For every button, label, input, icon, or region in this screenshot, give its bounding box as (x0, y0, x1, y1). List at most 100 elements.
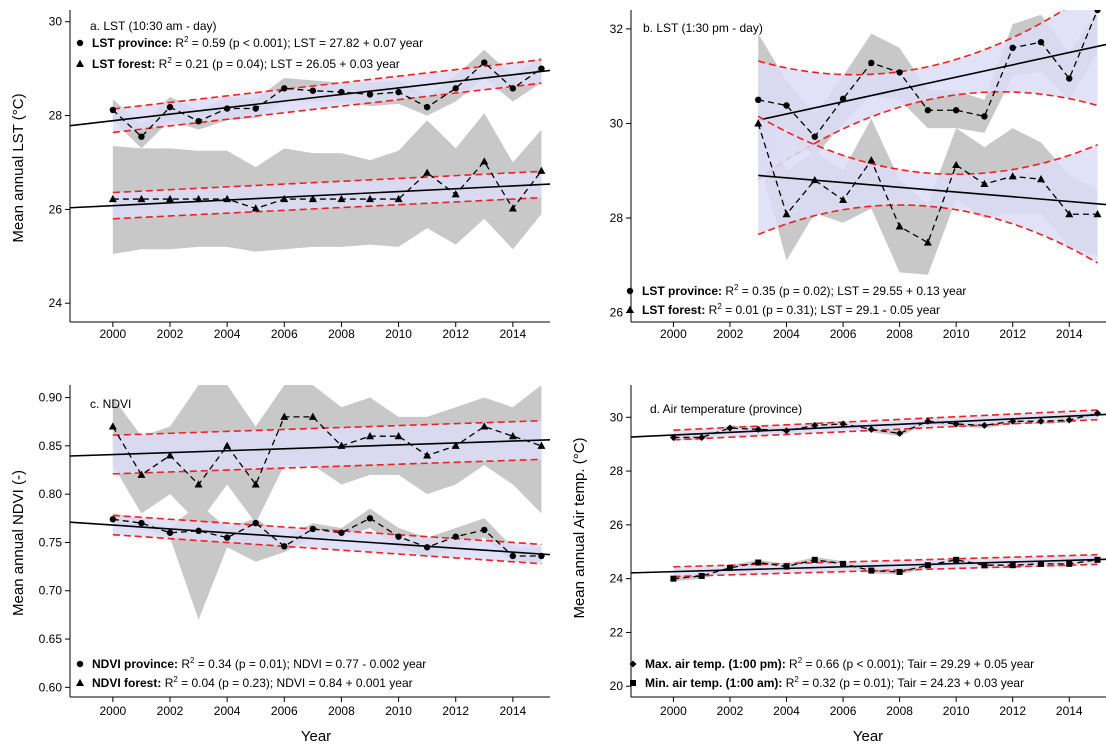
data-point (840, 560, 847, 567)
data-point (783, 102, 790, 109)
regression-line (70, 183, 550, 209)
data-point (166, 194, 174, 203)
y-tick-label: 28 (610, 211, 624, 225)
legend-marker (76, 678, 84, 686)
data-point (166, 451, 174, 459)
data-point (924, 107, 932, 114)
y-tick-label: 30 (610, 116, 624, 130)
data-point (509, 85, 517, 92)
legend-entry: LST province: R2 = 0.59 (p < 0.001); LST… (92, 35, 423, 50)
legend-marker (629, 660, 637, 668)
data-point (108, 422, 117, 430)
data-point (1009, 417, 1017, 425)
data-point (194, 194, 203, 203)
x-tick-label: 2006 (830, 327, 857, 341)
data-point (308, 412, 317, 420)
confidence-band-lower (112, 458, 542, 475)
data-point (309, 525, 317, 533)
confidence-band-lower (673, 418, 1098, 441)
data-point (281, 85, 288, 92)
legend-entry: LST province: R2 = 0.35 (p = 0.02); LST … (642, 283, 966, 298)
data-point (366, 194, 374, 203)
legend-r2: R (175, 36, 184, 50)
x-tick-label: 2014 (500, 327, 527, 341)
data-point (698, 572, 705, 579)
legend-series-name: LST forest: (642, 303, 709, 317)
data-point (952, 420, 960, 428)
y-tick-label: 0.85 (39, 439, 63, 453)
data-point (338, 529, 345, 536)
legend-stats: = 0.32 (p = 0.01); Tair = 24.23 + 0.03 y… (799, 676, 1024, 690)
data-point (782, 210, 791, 218)
confidence-band-upper (112, 514, 542, 546)
x-tick-label: 2012 (999, 327, 1026, 341)
legend-r2-exponent: 2 (717, 302, 722, 311)
legend-series-name: NDVI province: (92, 657, 181, 671)
legend-series-name: NDVI forest: (92, 676, 165, 690)
data-point (924, 562, 931, 569)
data-point (1066, 75, 1073, 82)
data-point (1094, 409, 1102, 417)
data-point (137, 194, 146, 203)
data-point (423, 103, 431, 111)
regression-line (758, 43, 1106, 121)
data-point (280, 194, 289, 203)
data-point (423, 451, 432, 459)
legend-r2-exponent: 2 (794, 675, 799, 684)
data-point (223, 534, 231, 541)
data-point (508, 204, 517, 212)
legend-entry: Min. air temp. (1:00 am): R2 = 0.32 (p =… (645, 675, 1024, 690)
panel-b-title: b. LST (1:30 pm - day) (643, 21, 763, 35)
data-point (839, 195, 848, 204)
data-point (452, 533, 459, 540)
data-point (537, 441, 546, 449)
legend-r2: R (786, 676, 795, 690)
panel-a-lst-morning: 24 26 28 30 2000 2002 2004 2006 2008 2010 2012 2014… (10, 10, 550, 341)
data-point (308, 194, 317, 203)
legend-stats: = 0.01 (p = 0.31); LST = 29.1 - 0.05 yea… (722, 303, 940, 317)
confidence-band-upper (758, 10, 1066, 76)
data-point (451, 441, 460, 449)
y-tick-label: 26 (610, 306, 624, 320)
legend-r2: R (789, 657, 798, 671)
x-tick-label: 2012 (442, 327, 469, 341)
x-tick-label: 2004 (214, 704, 241, 718)
data-point (1009, 44, 1016, 52)
data-point (508, 431, 517, 440)
legend-r2-exponent: 2 (167, 56, 172, 65)
x-tick-label: 2014 (1056, 704, 1083, 718)
legend-marker (76, 59, 84, 67)
y-tick-label: 0.90 (39, 391, 63, 405)
series-line (112, 160, 542, 210)
y-tick-label: 24 (610, 572, 624, 586)
data-point (509, 552, 517, 560)
legend-series-name: LST forest: (92, 57, 159, 71)
legend-entry: Max. air temp. (1:00 pm): R2 = 0.66 (p <… (645, 656, 1034, 671)
data-point (1065, 210, 1074, 218)
y-tick-label: 30 (49, 15, 63, 29)
data-point (839, 95, 847, 103)
legend-entry: NDVI province: R2 = 0.34 (p = 0.01); NDV… (92, 656, 426, 671)
data-point (309, 87, 317, 94)
data-point (281, 543, 288, 550)
panel-c-y-axis-label: Mean annual NDVI (-) (10, 470, 27, 616)
data-point (480, 422, 489, 430)
panel-d-x-axis-label: Year (853, 728, 883, 745)
legend-series-name: LST province: (642, 284, 725, 298)
confidence-band-lower (112, 533, 542, 565)
legend-r2: R (181, 657, 190, 671)
data-point (395, 533, 402, 540)
x-tick-label: 2004 (773, 327, 800, 341)
data-point (1094, 556, 1101, 563)
data-point (755, 96, 762, 104)
panel-c-x-axis-label: Year (301, 728, 331, 745)
data-point (1037, 38, 1045, 46)
data-point (223, 105, 231, 112)
data-point (1037, 417, 1045, 425)
y-tick-label: 28 (49, 109, 63, 123)
y-tick-label: 20 (610, 679, 624, 693)
data-point (538, 552, 545, 560)
y-tick-label: 24 (49, 296, 63, 310)
legend-r2: R (725, 284, 734, 298)
